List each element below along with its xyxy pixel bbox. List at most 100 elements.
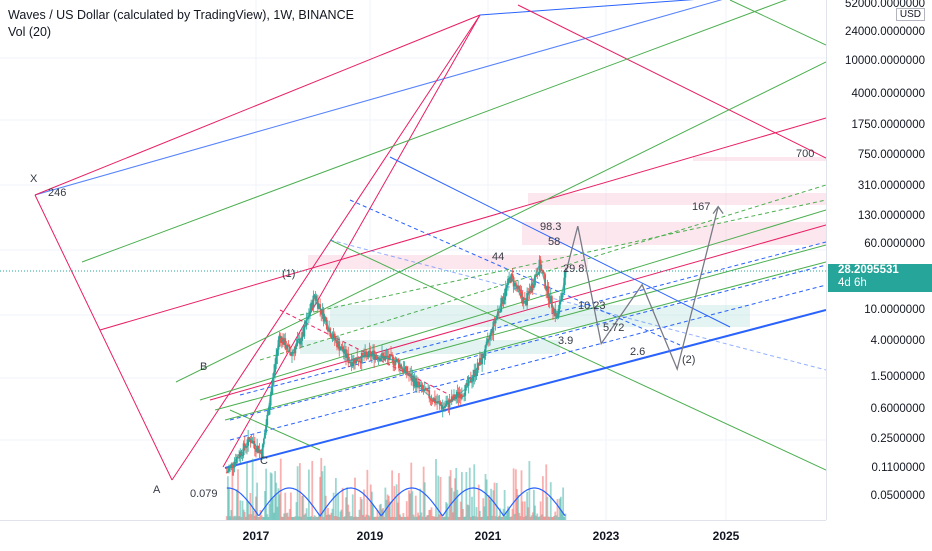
- volume-bar: [286, 512, 289, 520]
- time-tick: 2025: [712, 529, 740, 543]
- candle-body: [350, 361, 353, 367]
- price-tick: 4000.0000000: [851, 88, 925, 100]
- volume-bar: [241, 500, 244, 520]
- volume-bar: [373, 516, 376, 520]
- volume-bar: [405, 501, 408, 520]
- candle-body: [466, 383, 469, 386]
- candle-body: [427, 390, 430, 392]
- candle-body: [521, 297, 524, 304]
- time-axis[interactable]: 2017 2019 2021 2023 2025: [0, 520, 826, 551]
- projection-arrowhead: [712, 205, 724, 215]
- volume-bar: [273, 512, 275, 520]
- volume-bar: [379, 503, 382, 520]
- volume-bar: [304, 513, 307, 520]
- volume-bar: [494, 516, 497, 520]
- candle-body: [495, 315, 498, 319]
- volume-bar: [448, 476, 451, 520]
- volume-bar: [403, 516, 406, 520]
- volume-bar: [331, 508, 334, 520]
- volume-bar: [538, 516, 541, 520]
- candle-body: [378, 357, 381, 362]
- candle-body: [435, 401, 437, 404]
- candle-body: [458, 394, 461, 398]
- candle-body: [377, 357, 380, 360]
- wave-1-label: (1): [282, 268, 296, 280]
- price-axis[interactable]: USD 52000.0000000 24000.0000000 10000.00…: [826, 0, 932, 520]
- currency-label[interactable]: USD: [895, 8, 925, 21]
- volume-bar: [349, 516, 352, 520]
- candle-body: [359, 360, 362, 364]
- volume-bar: [287, 516, 290, 520]
- level-98-label: 98.3: [540, 221, 562, 233]
- candle-body: [392, 356, 395, 365]
- volume-bar: [503, 489, 506, 520]
- volume-bar: [436, 516, 439, 520]
- candle-body: [243, 443, 246, 448]
- volume-bar: [260, 515, 263, 520]
- volume-bar: [377, 516, 380, 520]
- volume-bar: [564, 513, 567, 520]
- candle-body: [381, 353, 383, 359]
- volume-label[interactable]: Vol (20): [8, 25, 52, 39]
- candle-body: [225, 472, 228, 474]
- volume-bar: [552, 517, 554, 520]
- volume-bar: [225, 516, 228, 520]
- volume-bar: [440, 514, 443, 520]
- volume-bar: [300, 516, 302, 520]
- volume-bar: [463, 516, 466, 520]
- candle-body: [420, 384, 423, 387]
- volume-bar: [536, 513, 539, 520]
- volume-bar: [400, 516, 403, 520]
- candle-body: [327, 329, 329, 332]
- candle-body: [375, 355, 378, 357]
- candle-body: [346, 353, 349, 358]
- price-chart[interactable]: [0, 0, 827, 520]
- volume-bar: [341, 487, 344, 520]
- candle-body: [234, 461, 237, 464]
- candle-body: [523, 298, 526, 300]
- volume-bar: [310, 516, 313, 520]
- volume-bar: [447, 516, 450, 520]
- candle-body: [499, 311, 502, 313]
- volume-bar: [291, 516, 293, 520]
- volume-bar: [351, 494, 354, 520]
- volume-bar: [244, 516, 247, 520]
- candle-body: [367, 350, 370, 358]
- volume-bar: [279, 458, 282, 520]
- volume-moving-average: [226, 487, 566, 517]
- volume-bar: [557, 516, 560, 520]
- price-tick: 24000.0000000: [845, 26, 925, 38]
- point-x-label: X: [30, 173, 38, 185]
- candle-body: [536, 274, 539, 276]
- volume-bar: [316, 517, 319, 520]
- candle-body: [444, 406, 446, 408]
- volume-bar: [385, 499, 388, 520]
- candle-body: [249, 439, 252, 443]
- volume-bar: [278, 494, 281, 520]
- candle-body: [483, 356, 486, 359]
- volume-bar: [268, 504, 271, 520]
- candle-body: [354, 358, 356, 364]
- candle-body: [404, 366, 407, 369]
- candle-body: [374, 355, 377, 360]
- level-3-label: 3.9: [558, 335, 574, 347]
- volume-bar: [248, 514, 251, 520]
- price-tick: 750.0000000: [857, 149, 925, 161]
- volume-bar: [394, 516, 397, 520]
- candle-body: [235, 457, 238, 464]
- price-tick: 0.1100000: [871, 462, 925, 474]
- candle-body: [401, 368, 404, 370]
- candle-body: [261, 444, 264, 459]
- volume-bar: [301, 495, 304, 520]
- volume-bar: [502, 508, 505, 520]
- candle-body: [502, 299, 505, 304]
- candle-body: [226, 471, 229, 473]
- level-58-label: 58: [548, 236, 561, 248]
- volume-bar: [311, 460, 314, 520]
- volume-bar: [511, 508, 514, 520]
- chart-area[interactable]: Waves / US Dollar (calculated by Trading…: [0, 0, 827, 520]
- volume-bar: [495, 482, 498, 520]
- volume-bar: [562, 487, 565, 520]
- candle-body: [562, 293, 565, 295]
- point-x-value: 246: [48, 187, 67, 199]
